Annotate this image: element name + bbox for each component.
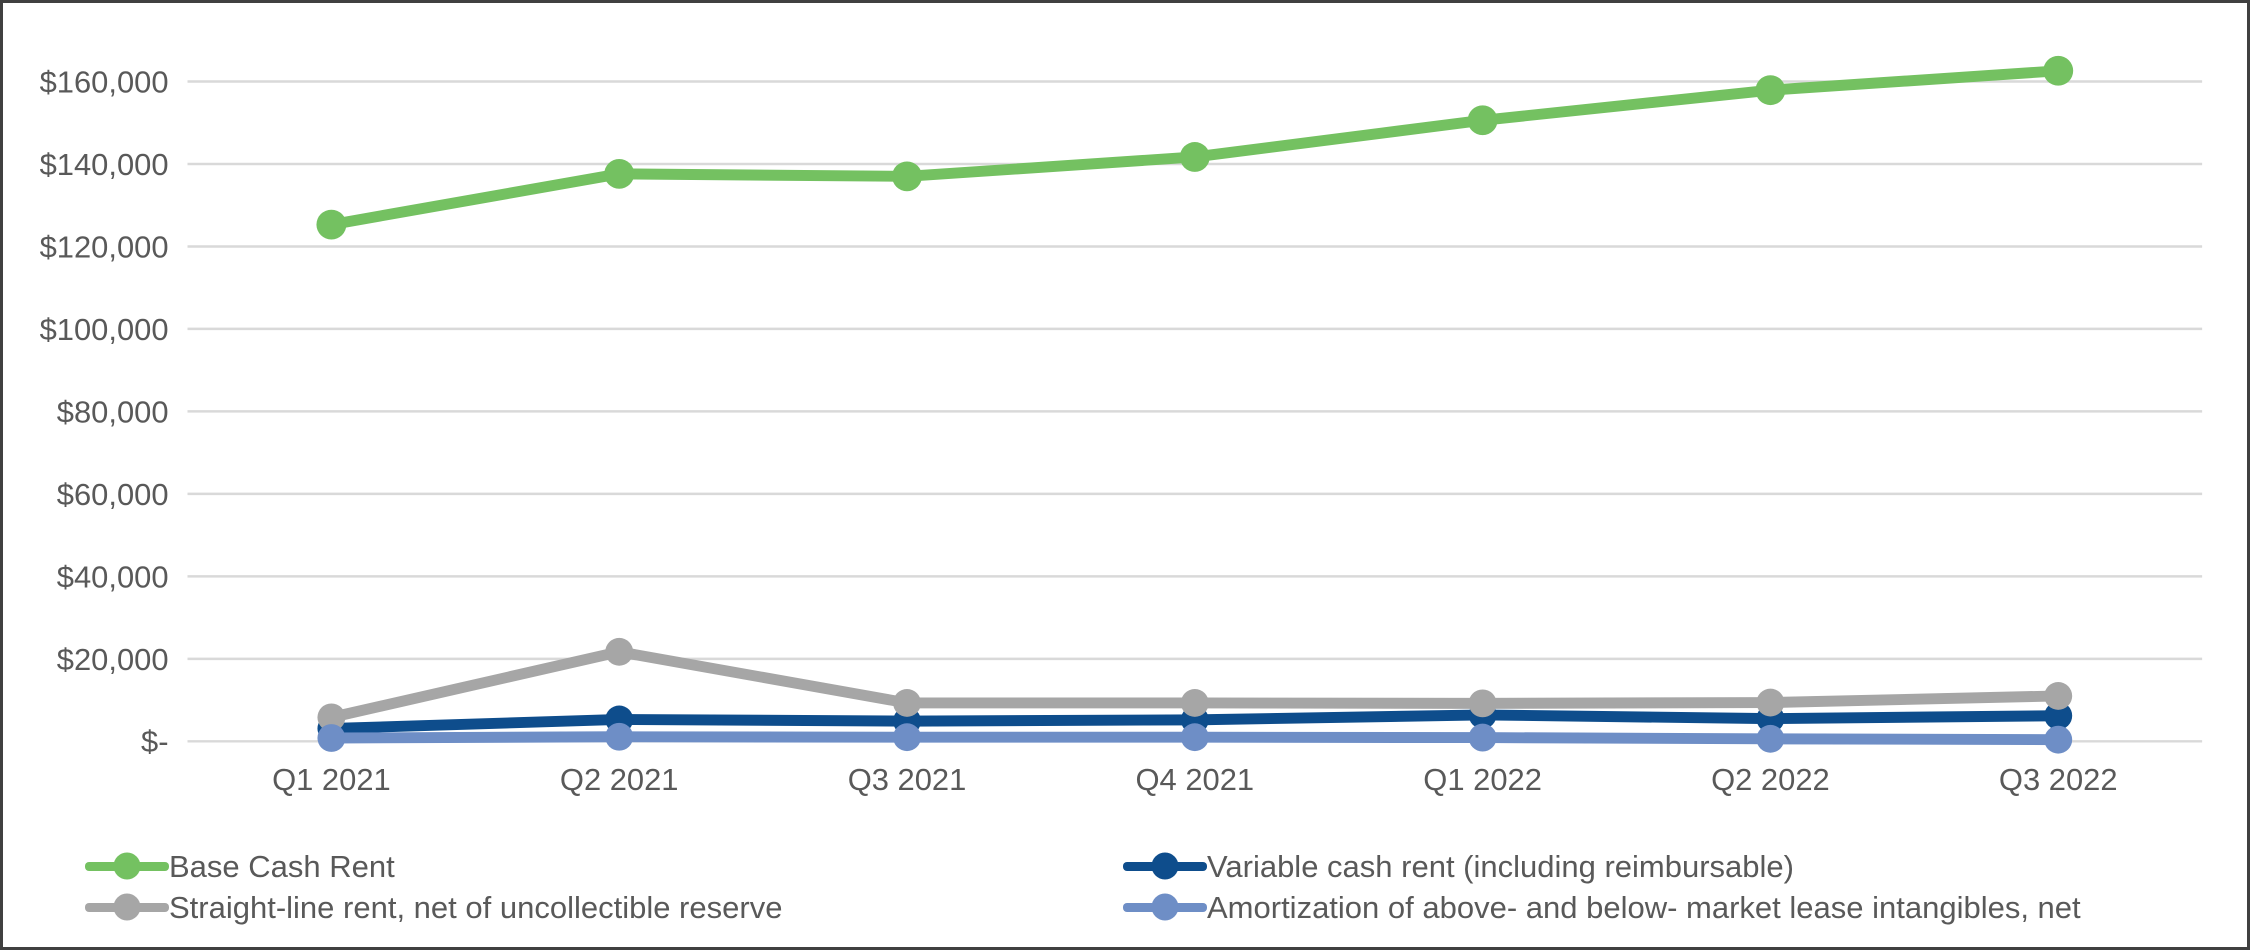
data-point bbox=[1179, 142, 1210, 172]
legend-marker-dot bbox=[1151, 893, 1179, 921]
data-point bbox=[604, 158, 635, 189]
data-point bbox=[1468, 689, 1497, 718]
legend-label: Base Cash Rent bbox=[169, 848, 395, 884]
data-point bbox=[1467, 105, 1498, 136]
x-axis-category-label: Q3 2021 bbox=[848, 762, 967, 797]
y-axis-tick-label: $60,000 bbox=[57, 477, 169, 512]
data-point bbox=[1468, 723, 1497, 752]
legend-marker-line bbox=[85, 852, 169, 880]
legend-label: Amortization of above- and below- market… bbox=[1207, 889, 2081, 925]
data-point bbox=[1755, 75, 1786, 106]
legend-item: Variable cash rent (including reimbursab… bbox=[1123, 848, 2081, 884]
x-axis-category-label: Q1 2022 bbox=[1423, 762, 1542, 797]
x-axis-category-label: Q3 2022 bbox=[1999, 762, 2118, 797]
y-axis-tick-label: $100,000 bbox=[40, 312, 169, 347]
x-axis-category-label: Q2 2021 bbox=[560, 762, 679, 797]
x-axis-category-label: Q2 2022 bbox=[1711, 762, 1830, 797]
legend-marker-dot bbox=[113, 893, 141, 921]
y-axis-tick-label: $140,000 bbox=[40, 147, 169, 182]
data-point bbox=[317, 703, 346, 732]
y-axis-tick-label: $20,000 bbox=[57, 642, 169, 677]
y-axis-tick-label: $120,000 bbox=[40, 229, 169, 264]
y-axis-tick-label: $80,000 bbox=[57, 394, 169, 429]
data-point bbox=[1180, 689, 1209, 717]
chart-canvas: $- $20,000 $40,000 $60,000 $80,000 $100,000 $1… bbox=[40, 55, 2203, 797]
y-axis-tick-label: $160,000 bbox=[40, 64, 169, 99]
legend-label: Variable cash rent (including reimbursab… bbox=[1207, 848, 1794, 884]
data-point bbox=[2043, 55, 2074, 86]
y-axis-tick-label: $- bbox=[141, 724, 169, 759]
data-point bbox=[892, 161, 922, 192]
data-point bbox=[316, 209, 347, 240]
data-point bbox=[1180, 723, 1209, 752]
legend-marker-dot bbox=[1151, 852, 1179, 880]
legend-marker-line bbox=[85, 893, 169, 921]
legend-marker-line bbox=[1123, 893, 1207, 921]
data-point bbox=[1756, 688, 1785, 717]
legend-marker-dot bbox=[113, 852, 141, 880]
legend-label: Straight-line rent, net of uncollectible… bbox=[169, 889, 783, 925]
data-point bbox=[893, 689, 921, 717]
x-axis-category-label: Q1 2021 bbox=[272, 762, 391, 797]
data-point bbox=[2044, 682, 2073, 710]
legend-item: Base Cash Rent bbox=[85, 848, 1123, 884]
legend-marker-line bbox=[1123, 852, 1207, 880]
data-point bbox=[2044, 725, 2073, 754]
data-point bbox=[893, 723, 921, 752]
legend-item: Amortization of above- and below- market… bbox=[1123, 889, 2081, 925]
data-point bbox=[317, 724, 346, 752]
data-point bbox=[605, 637, 634, 666]
legend-item: Straight-line rent, net of uncollectible… bbox=[85, 889, 1123, 925]
x-axis-category-label: Q4 2021 bbox=[1136, 762, 1255, 797]
data-point bbox=[605, 722, 634, 751]
data-point bbox=[1756, 724, 1785, 753]
chart-legend: Base Cash Rent Variable cash rent (inclu… bbox=[85, 848, 2081, 925]
data-point bbox=[2044, 701, 2073, 730]
y-axis-tick-label: $40,000 bbox=[57, 559, 169, 594]
